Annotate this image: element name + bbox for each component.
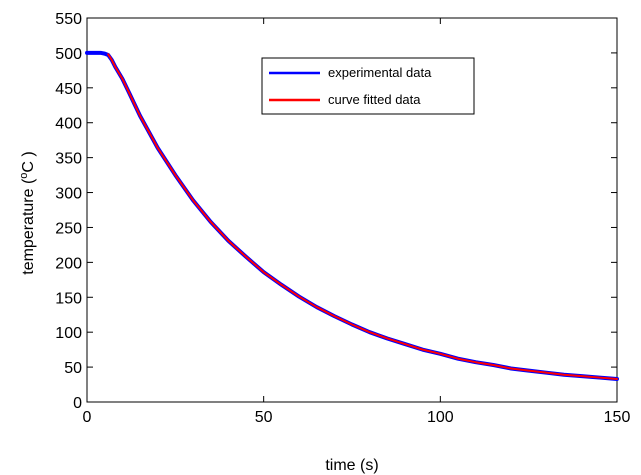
y-tick-label: 100 — [55, 325, 82, 342]
y-tick-label: 300 — [55, 186, 82, 203]
y-tick-label: 150 — [55, 290, 82, 307]
y-tick-label: 400 — [55, 116, 82, 133]
y-tick-label: 200 — [55, 255, 82, 272]
x-tick-label: 0 — [83, 409, 92, 426]
x-tick-label: 50 — [255, 409, 273, 426]
legend-box — [261, 57, 475, 115]
y-tick-label: 50 — [64, 360, 82, 377]
y-tick-label: 550 — [55, 11, 82, 28]
y-tick-label: 450 — [55, 81, 82, 98]
x-tick-label: 100 — [427, 409, 454, 426]
y-axis-title-main: temperature ( — [20, 178, 37, 275]
y-tick-label: 350 — [55, 151, 82, 168]
legend-label-fitted: curve fitted data — [328, 92, 421, 107]
series-layer — [85, 50, 619, 381]
y-axis-title-degree: o — [18, 173, 30, 179]
legend-label-experimental: experimental data — [328, 65, 432, 80]
x-axis-title: time (s) — [325, 457, 378, 474]
y-tick-label: 500 — [55, 46, 82, 63]
curve-fitted-line — [107, 53, 618, 380]
axis-ticks: 0 50 100 150 0 50 100 150 200 250 300 350 400 450 500 5… — [55, 11, 630, 426]
y-tick-label: 250 — [55, 220, 82, 237]
x-tick-label: 150 — [604, 409, 631, 426]
legend: experimental data curve fitted data — [261, 57, 475, 115]
y-tick-label: 0 — [73, 395, 82, 412]
y-axis-title-unit: C ) — [20, 151, 37, 172]
y-axis-title: temperature (oC ) — [18, 151, 37, 275]
